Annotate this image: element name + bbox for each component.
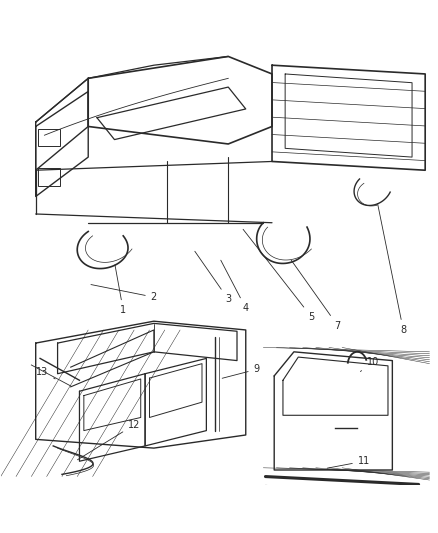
- Text: 12: 12: [77, 420, 140, 460]
- Text: 5: 5: [243, 229, 314, 322]
- Bar: [38, 128, 60, 146]
- Text: 3: 3: [194, 251, 231, 304]
- Text: 11: 11: [326, 456, 369, 468]
- Text: 9: 9: [222, 365, 259, 378]
- Bar: [38, 168, 60, 185]
- Text: 7: 7: [290, 260, 340, 330]
- Text: 13: 13: [36, 367, 55, 379]
- Text: 4: 4: [220, 260, 248, 313]
- Text: 10: 10: [360, 357, 378, 372]
- Text: 2: 2: [91, 285, 157, 302]
- Text: 8: 8: [377, 204, 406, 335]
- Text: 1: 1: [115, 265, 126, 315]
